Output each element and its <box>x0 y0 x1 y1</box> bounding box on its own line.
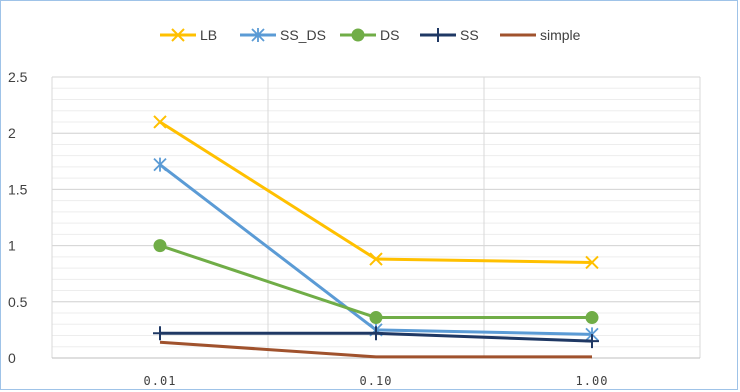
data-point-ds <box>153 239 167 253</box>
legend-entry-ss: SS <box>420 27 479 43</box>
series-layer <box>153 115 599 359</box>
legend-label: LB <box>200 27 217 43</box>
x-tick-label: 0.10 <box>360 374 393 388</box>
data-point-ss <box>585 334 599 349</box>
legend-marker <box>171 28 185 42</box>
series-line-ss_ds <box>159 163 593 336</box>
data-point-ds <box>585 311 599 325</box>
legend-marker <box>431 28 445 42</box>
data-point-ss <box>369 326 383 341</box>
legend-entry-simple: simple <box>500 27 581 43</box>
y-tick-label: 1.5 <box>8 181 28 197</box>
legend-label: SS <box>460 27 479 43</box>
data-point-lb <box>153 115 167 129</box>
data-point-lb <box>369 252 383 266</box>
y-tick-label: 0.5 <box>8 294 28 310</box>
data-point-ss <box>153 326 167 341</box>
y-tick-label: 2 <box>8 125 16 141</box>
x-tick-label: 1.00 <box>576 374 609 388</box>
y-tick-label: 2.5 <box>8 69 28 85</box>
legend-label: DS <box>380 27 399 43</box>
data-point-ds <box>369 311 383 325</box>
legend-label: SS_DS <box>280 27 326 43</box>
data-point-lb <box>585 255 599 270</box>
y-tick-label: 1 <box>8 238 16 254</box>
data-point-ss_ds <box>153 157 167 172</box>
x-tick-label: 0.01 <box>144 374 177 388</box>
series-line-simple <box>159 340 592 359</box>
legend-marker <box>351 28 365 42</box>
series-line-lb <box>159 120 593 264</box>
grid-layer <box>51 76 701 359</box>
legend: LB SS_DS DS SS simple <box>160 27 581 43</box>
legend-entry-ss_ds: SS_DS <box>240 27 326 43</box>
y-tick-label: 0 <box>8 350 16 366</box>
axis-layer: 0 0.5 1 1.5 2 2.5 0.01 0.10 1.00 <box>8 69 700 388</box>
legend-entry-ds: DS <box>340 27 399 43</box>
legend-label: simple <box>540 27 581 43</box>
legend-marker <box>251 28 265 42</box>
legend-entry-lb: LB <box>160 27 217 43</box>
